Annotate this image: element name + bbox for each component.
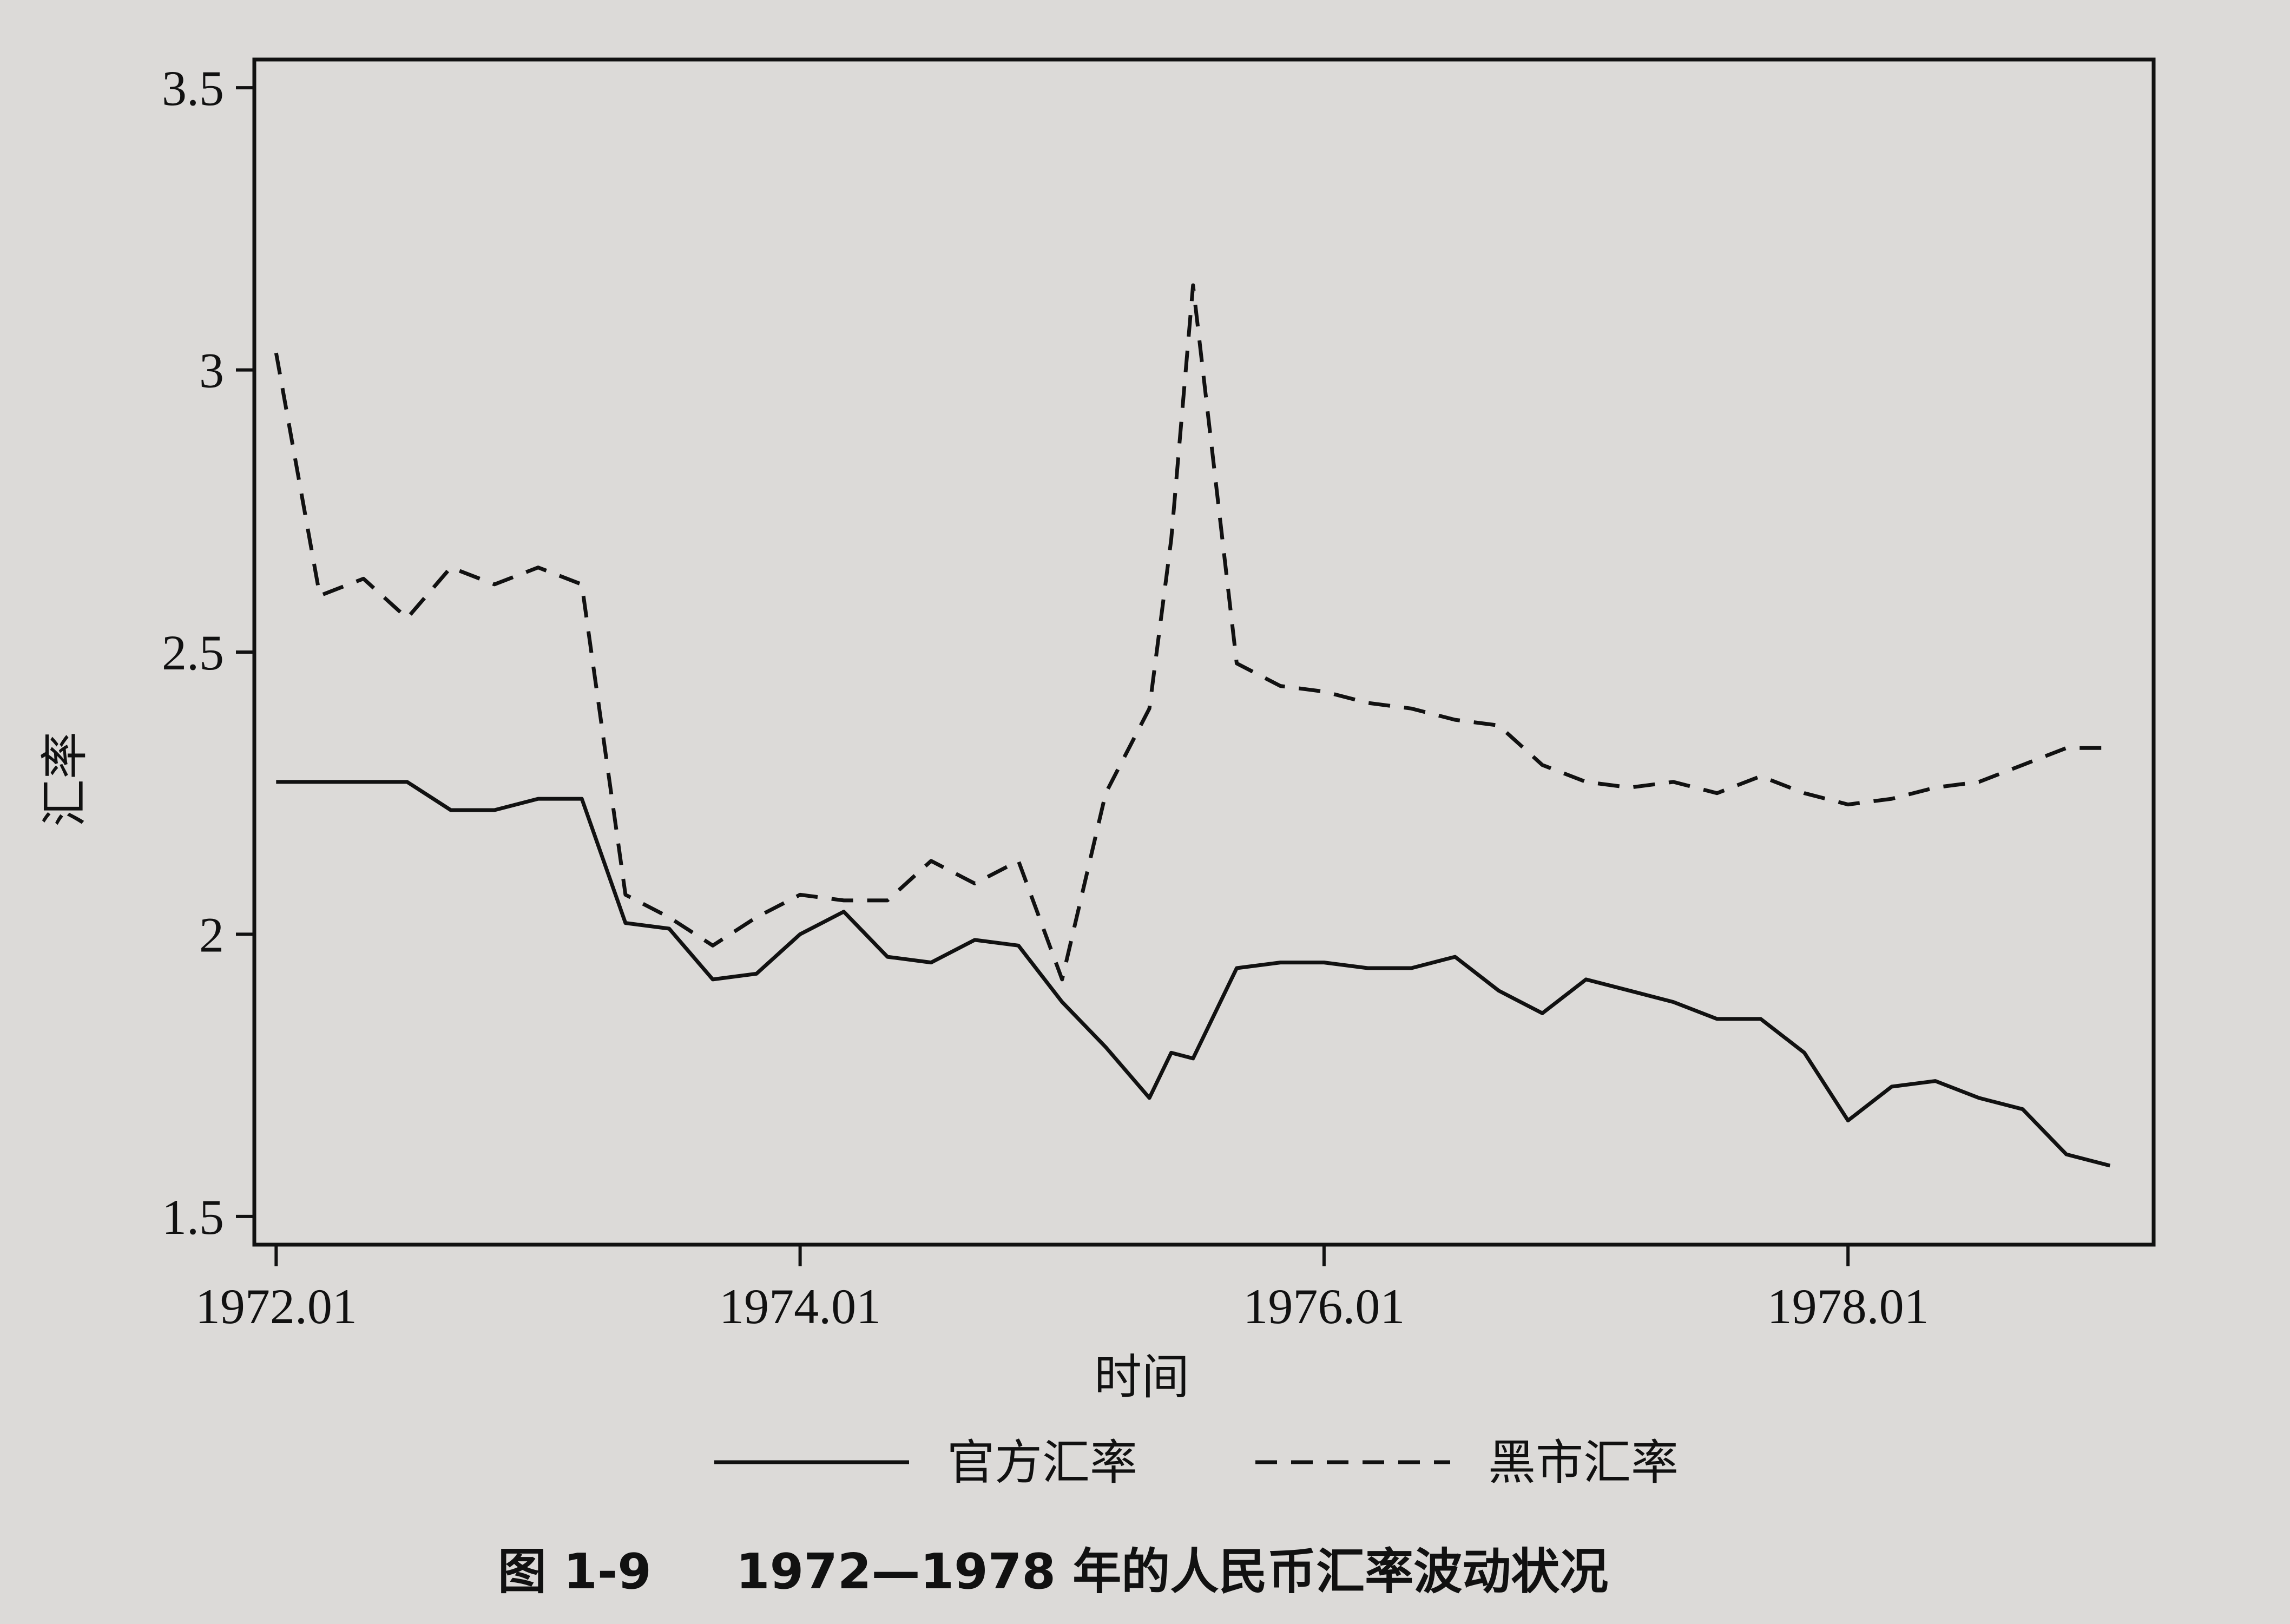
series-layer [274, 283, 2111, 1168]
series-line-black-market [274, 283, 2110, 982]
y-tick-label: 2 [199, 907, 224, 962]
x-tick-label: 1978.01 [1767, 1279, 1929, 1334]
x-tick-label: 1974.01 [719, 1279, 881, 1334]
legend-label-black-market: 黑市汇率 [1488, 1435, 1679, 1490]
x-axis-label: 时间 [1094, 1349, 1189, 1405]
series-line-official [276, 780, 2111, 1168]
caption-title: 1972—1978 年的人民币汇率波动状况 [736, 1543, 1608, 1600]
legend: 官方汇率 黑市汇率 [714, 1435, 1679, 1490]
y-axis: 1.5 2 2.5 3 3.5 [162, 61, 254, 1245]
legend-label-official: 官方汇率 [947, 1435, 1137, 1490]
y-axis-label: 汇率 [37, 732, 93, 827]
y-tick-label: 1.5 [162, 1189, 224, 1245]
x-tick-label: 1972.01 [195, 1279, 357, 1334]
y-tick-label: 2.5 [162, 625, 224, 680]
y-tick-label: 3 [199, 343, 224, 398]
y-tick-label: 3.5 [162, 61, 224, 116]
figure-caption: 图 1-9 1972—1978 年的人民币汇率波动状况 [498, 1543, 1608, 1600]
plot-area: 1.5 2 2.5 3 3.5 1972.01 1974.01 1976.01 1978.01 [162, 57, 2156, 1334]
x-tick-label: 1976.01 [1243, 1279, 1405, 1334]
x-axis: 1972.01 1974.01 1976.01 1978.01 [195, 1245, 1929, 1334]
caption-figure-number: 图 1-9 [498, 1543, 652, 1600]
